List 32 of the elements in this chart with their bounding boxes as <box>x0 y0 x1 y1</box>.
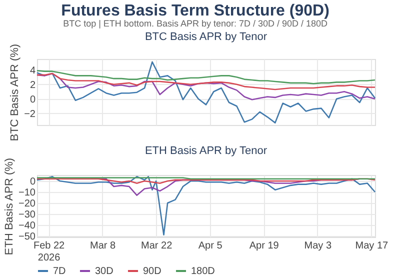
y-tick-label: −50 <box>18 231 36 242</box>
legend-label: 180D <box>191 266 215 277</box>
legend-label: 30D <box>95 266 114 277</box>
y-axis-title: BTC Basis APR (%) <box>9 44 22 142</box>
y-axis-title: ETH Basis APR (%) <box>4 158 16 256</box>
chart-subtitle: BTC top | ETH bottom. Basis APR by tenor: 7D / 30D / 90D / 180D <box>63 18 328 29</box>
y-tick-label: 0 <box>30 94 36 106</box>
x-tick-label: May 3 <box>304 240 332 252</box>
y-tick-label: −40 <box>18 220 36 232</box>
legend-label: 90D <box>143 266 162 277</box>
chart-title: Futures Basis Term Structure (90D) <box>61 2 330 20</box>
line-series <box>36 72 376 90</box>
x-tick-label: Apr 5 <box>198 240 223 252</box>
y-tick-label: −10 <box>18 188 36 199</box>
text: BTC Basis APR by Tenor <box>144 31 268 44</box>
x-tick-label: Mar 22 <box>141 240 173 252</box>
line-series <box>36 72 376 100</box>
y-tick-label: −2 <box>24 108 36 120</box>
x-tick-label: Mar 8 <box>90 240 116 252</box>
y-tick-label: −20 <box>18 198 36 210</box>
y-tick-label: 0 <box>30 176 36 188</box>
chart-title: ETH Basis APR by Tenor <box>144 145 268 158</box>
y-tick-label: 2 <box>30 80 36 91</box>
line-series <box>36 61 376 124</box>
x-tick-label: Feb 22 2026 <box>33 240 66 264</box>
y-tick-label: −30 <box>18 209 36 220</box>
y-tick-label: 4 <box>30 65 36 76</box>
line-series <box>36 70 376 84</box>
x-tick-label: May 17 <box>355 240 388 252</box>
legend-label: 7D <box>53 266 66 277</box>
line-series <box>36 176 376 236</box>
x-tick-label: Apr 19 <box>249 240 280 252</box>
